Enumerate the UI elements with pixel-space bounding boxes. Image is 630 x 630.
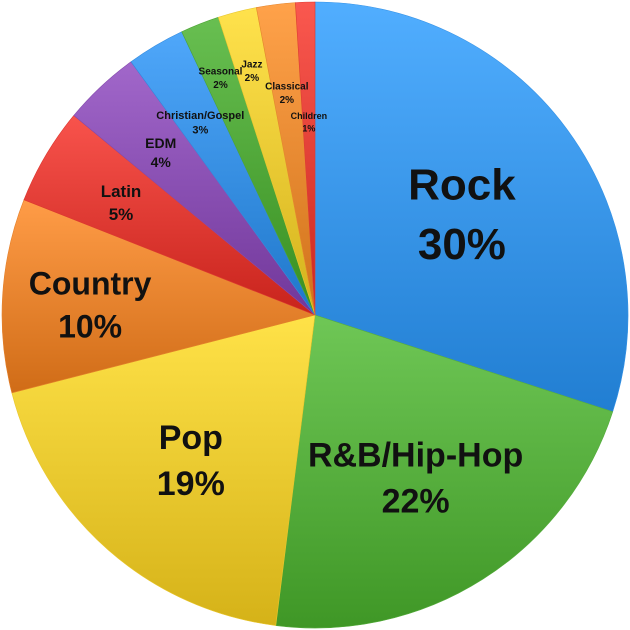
- slice-value-jazz: 2%: [245, 73, 260, 84]
- slice-label-seasonal: Seasonal: [199, 66, 243, 77]
- slice-value-pop: 19%: [157, 465, 225, 503]
- slice-children: [295, 1, 316, 316]
- slice-value-classical: 2%: [280, 95, 295, 106]
- slice-value-christian-gospel: 3%: [192, 125, 208, 137]
- slice-value-children: 1%: [302, 123, 315, 133]
- slice-value-latin: 5%: [109, 205, 134, 224]
- slice-rock: [314, 1, 629, 413]
- slice-label-christian-gospel: Christian/Gospel: [156, 110, 244, 122]
- slice-label-classical: Classical: [265, 81, 309, 92]
- slice-label-children: Children: [291, 111, 328, 121]
- slice-label-rock: Rock: [408, 160, 516, 209]
- slice-label-r-b-hip-hop: R&B/Hip-Hop: [308, 437, 523, 475]
- slice-label-country: Country: [29, 265, 152, 301]
- slice-pop: [11, 314, 316, 626]
- pie-labels: Rock 30% R&B/Hip-Hop 22% Pop 19% Country 10% Lat…: [29, 59, 523, 520]
- slice-value-rock: 30%: [418, 220, 506, 269]
- slice-label-edm: EDM: [145, 135, 176, 151]
- slice-label-jazz: Jazz: [241, 59, 262, 70]
- slice-label-latin: Latin: [101, 182, 142, 201]
- slice-country: [1, 199, 316, 394]
- slice-value-seasonal: 2%: [213, 80, 228, 91]
- slice-r-b-hip-hop: [275, 314, 614, 629]
- slice-value-r-b-hip-hop: 22%: [382, 483, 450, 521]
- slice-value-country: 10%: [58, 309, 122, 345]
- slice-value-edm: 4%: [151, 154, 172, 170]
- slice-label-pop: Pop: [159, 419, 223, 457]
